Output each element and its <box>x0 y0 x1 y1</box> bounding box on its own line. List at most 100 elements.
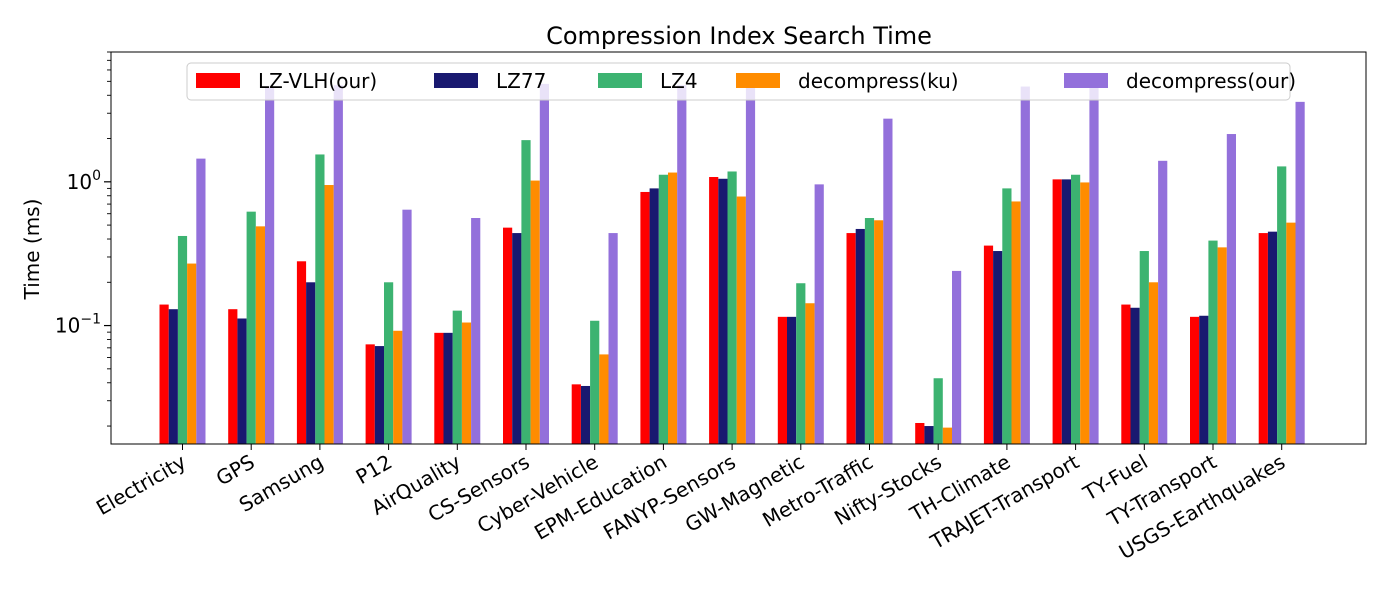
chart-title: Compression Index Search Time <box>546 22 932 50</box>
bar-LZ77-FANYP-Sensors <box>718 178 728 444</box>
y-ticks: 10−1 100 <box>55 51 111 427</box>
bar-LZ77-TY-Transport <box>1199 315 1209 444</box>
bar-LZ4-TY-Fuel <box>1139 251 1149 444</box>
bar-decompress(our)-FANYP-Sensors <box>745 85 756 444</box>
bar-decompress(ku)-TH-Climate <box>1011 201 1021 444</box>
bar-decompress(ku)-USGS-Earthquakes <box>1286 222 1296 444</box>
bar-decompress(our)-GW-Magnetic <box>814 184 824 444</box>
bar-LZ77-Cyber-Vehicle <box>580 385 591 444</box>
legend-swatch-decompress(ku) <box>736 73 780 88</box>
bar-LZ4-TH-Climate <box>1002 188 1012 444</box>
legend-label: decompress(ku) <box>798 69 959 93</box>
bar-decompress(ku)-Cyber-Vehicle <box>599 354 609 444</box>
bar-LZ-VLH(our)-Samsung <box>296 261 307 444</box>
bar-LZ4-AirQuality <box>452 310 462 444</box>
bar-LZ77-USGS-Earthquakes <box>1267 231 1278 444</box>
bar-LZ-VLH(our)-USGS-Earthquakes <box>1258 233 1268 444</box>
y-axis-label: Time (ms) <box>20 199 44 301</box>
bar-decompress(our)-Samsung <box>333 85 343 444</box>
bar-LZ4-TY-Transport <box>1208 240 1218 444</box>
x-tick-label: GPS <box>212 450 259 491</box>
bar-decompress(ku)-P12 <box>393 330 403 444</box>
bar-decompress(our)-Nifty-Stocks <box>952 270 962 444</box>
bar-LZ-VLH(our)-Metro-Traffic <box>846 233 856 444</box>
bar-LZ-VLH(our)-FANYP-Sensors <box>709 177 719 444</box>
bar-decompress(our)-Metro-Traffic <box>883 118 893 444</box>
bar-LZ4-TRAJET-Transport <box>1071 174 1081 445</box>
legend-label: LZ4 <box>660 69 698 93</box>
bar-decompress(our)-GPS <box>265 86 275 445</box>
bar-LZ77-Metro-Traffic <box>855 228 865 444</box>
bar-LZ77-GPS <box>237 318 247 444</box>
bar-LZ77-TH-Climate <box>993 251 1003 444</box>
bar-LZ77-P12 <box>374 346 384 444</box>
bar-decompress(ku)-FANYP-Sensors <box>736 196 746 444</box>
bar-LZ77-Samsung <box>306 282 316 444</box>
bar-decompress(our)-EPM-Education <box>677 85 687 444</box>
bar-decompress(ku)-GW-Magnetic <box>805 303 815 444</box>
bar-LZ4-GPS <box>246 211 256 444</box>
bar-decompress(ku)-AirQuality <box>461 322 472 444</box>
bar-decompress(ku)-Metro-Traffic <box>874 220 884 444</box>
bar-LZ77-Nifty-Stocks <box>924 426 934 444</box>
bar-decompress(ku)-TY-Transport <box>1217 247 1227 444</box>
bar-LZ-VLH(our)-Cyber-Vehicle <box>571 384 581 444</box>
bar-decompress(our)-P12 <box>402 209 412 444</box>
legend-swatch-decompress(our) <box>1064 73 1108 88</box>
bar-decompress(our)-Cyber-Vehicle <box>608 233 618 444</box>
bar-LZ-VLH(our)-CS-Sensors <box>503 227 513 444</box>
legend-label: decompress(our) <box>1126 69 1296 93</box>
bar-LZ4-Nifty-Stocks <box>933 378 943 444</box>
bar-LZ4-Metro-Traffic <box>864 218 875 444</box>
bar-LZ4-Samsung <box>315 154 325 444</box>
bar-decompress(our)-TY-Fuel <box>1158 160 1168 444</box>
legend-swatch-LZ-VLH(our) <box>196 73 240 88</box>
legend: LZ-VLH(our) LZ77 LZ4 decompress(ku) decompre… <box>186 62 1296 101</box>
bar-decompress(our)-TRAJET-Transport <box>1089 77 1099 444</box>
legend-swatch-LZ77 <box>434 73 478 88</box>
bar-LZ77-AirQuality <box>443 332 453 444</box>
bar-decompress(our)-TY-Transport <box>1226 134 1236 444</box>
y-tick-label: 10−1 <box>55 312 101 338</box>
bar-decompress(ku)-EPM-Education <box>668 172 678 445</box>
bar-LZ4-EPM-Education <box>658 174 668 445</box>
bar-LZ-VLH(our)-EPM-Education <box>640 191 650 444</box>
bar-LZ-VLH(our)-TY-Transport <box>1190 316 1200 444</box>
bar-LZ-VLH(our)-TRAJET-Transport <box>1052 179 1062 444</box>
bar-LZ4-P12 <box>384 282 394 444</box>
bar-LZ77-CS-Sensors <box>512 233 522 444</box>
bar-decompress(our)-USGS-Earthquakes <box>1295 101 1305 444</box>
bar-decompress(ku)-TRAJET-Transport <box>1080 182 1090 444</box>
bar-decompress(ku)-Nifty-Stocks <box>942 427 952 444</box>
bar-LZ77-EPM-Education <box>649 188 659 444</box>
bar-decompress(our)-CS-Sensors <box>539 83 549 444</box>
bar-LZ4-Cyber-Vehicle <box>590 320 600 444</box>
bar-decompress(our)-AirQuality <box>471 218 481 444</box>
bar-LZ-VLH(our)-AirQuality <box>434 332 444 444</box>
bar-LZ-VLH(our)-GW-Magnetic <box>777 316 787 444</box>
bar-decompress(our)-Electricity <box>196 158 206 444</box>
legend-label: LZ77 <box>496 69 546 93</box>
bar-decompress(ku)-TY-Fuel <box>1148 282 1159 444</box>
bar-LZ-VLH(our)-Electricity <box>159 304 169 444</box>
legend-label: LZ-VLH(our) <box>258 69 377 93</box>
bar-LZ4-USGS-Earthquakes <box>1277 166 1287 444</box>
bars-group <box>159 77 1305 445</box>
bar-decompress(ku)-Electricity <box>187 263 197 444</box>
x-tick-label: P12 <box>352 450 396 490</box>
plot-frame <box>110 51 1367 445</box>
bar-LZ4-FANYP-Sensors <box>727 171 737 445</box>
bar-LZ77-TRAJET-Transport <box>1061 179 1071 444</box>
bar-LZ4-GW-Magnetic <box>796 283 806 444</box>
bar-LZ4-Electricity <box>177 235 188 444</box>
bar-LZ-VLH(our)-P12 <box>365 344 375 444</box>
bar-LZ-VLH(our)-Nifty-Stocks <box>915 422 925 444</box>
bar-LZ77-GW-Magnetic <box>787 316 797 444</box>
bar-LZ-VLH(our)-GPS <box>228 309 238 444</box>
bar-decompress(ku)-Samsung <box>324 185 334 444</box>
bar-decompress(our)-TH-Climate <box>1020 86 1030 445</box>
y-tick-label: 100 <box>67 168 101 194</box>
bar-LZ-VLH(our)-TY-Fuel <box>1121 304 1131 444</box>
